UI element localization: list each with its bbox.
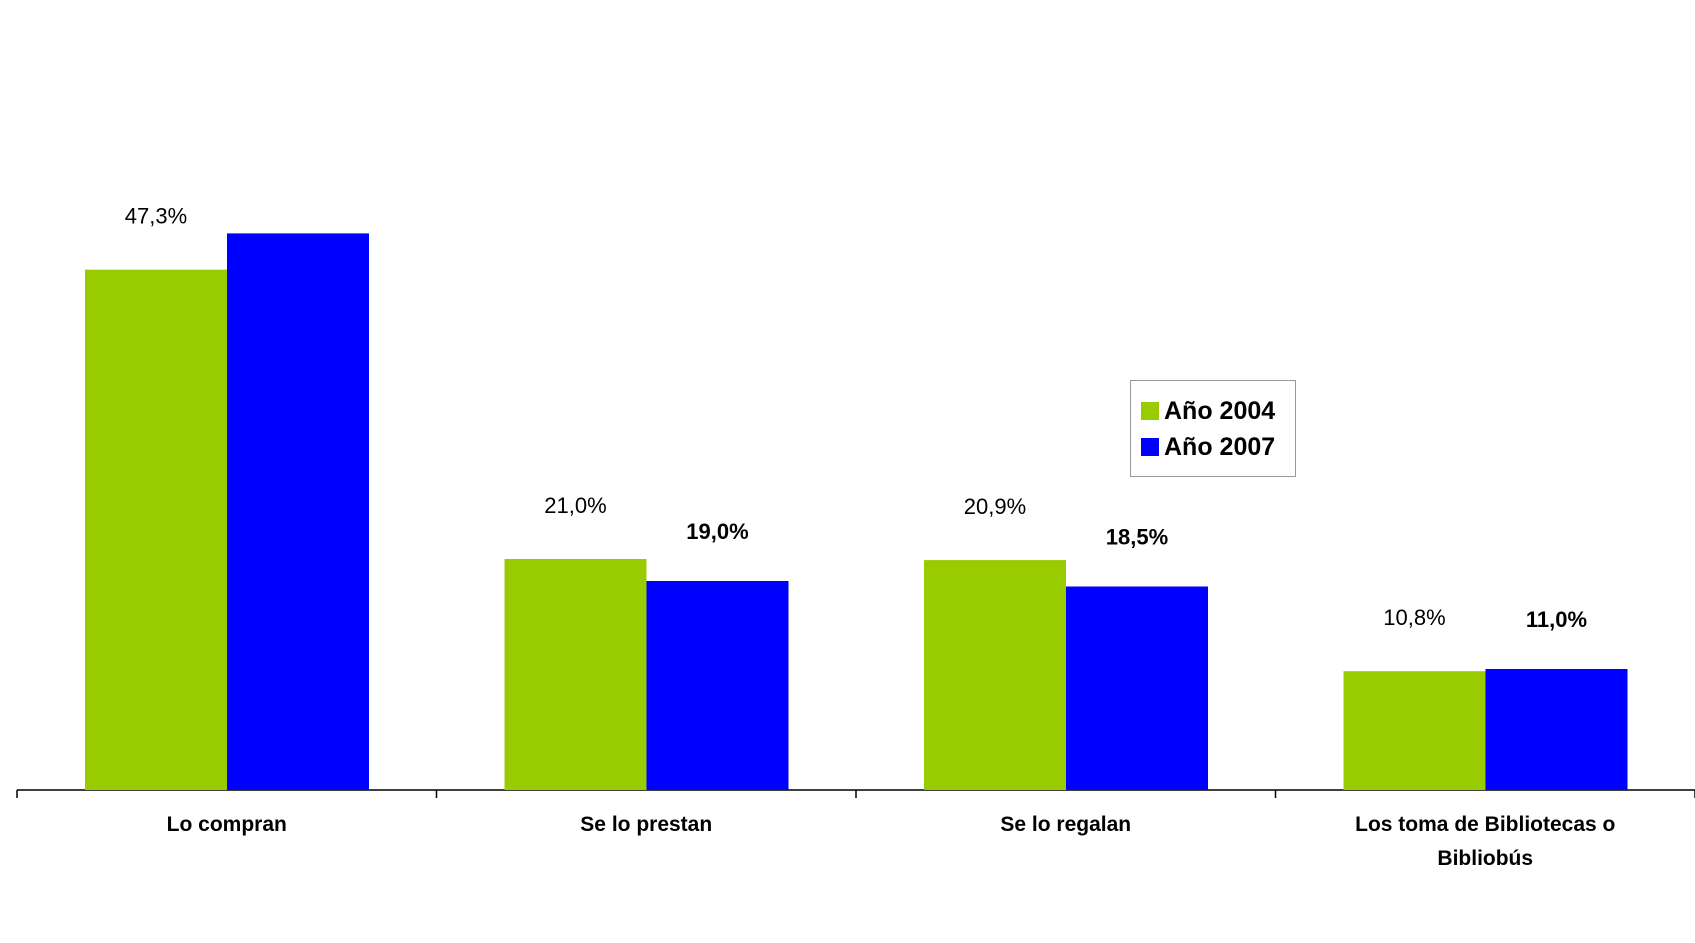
chart: 47,3% 21,0% 20,9% 10,8% 19,0% 18,5% 11,0% Año … xyxy=(0,0,1695,943)
legend-swatch xyxy=(1141,438,1159,456)
bar xyxy=(505,559,647,790)
x-tick-label: Lo compran xyxy=(87,808,367,842)
bar xyxy=(1486,669,1628,790)
bar xyxy=(1066,587,1208,791)
data-label: 47,3% xyxy=(125,204,187,229)
data-label: 10,8% xyxy=(1383,605,1445,630)
legend-item: Año 2004 xyxy=(1141,393,1295,429)
legend-item: Año 2007 xyxy=(1141,429,1295,465)
legend: Año 2004 Año 2007 xyxy=(1130,380,1296,477)
legend-label: Año 2004 xyxy=(1164,397,1275,426)
data-label: 21,0% xyxy=(544,493,606,518)
x-tick-label: Se lo regalan xyxy=(926,808,1206,842)
bar xyxy=(924,560,1066,790)
data-label: 19,0% xyxy=(686,519,748,544)
bar xyxy=(85,270,227,790)
bar xyxy=(227,233,369,790)
legend-swatch xyxy=(1141,402,1159,420)
data-label: 18,5% xyxy=(1106,524,1168,549)
legend-label: Año 2007 xyxy=(1164,433,1275,462)
x-tick-label: Los toma de Bibliotecas o Bibliobús xyxy=(1346,808,1626,876)
x-tick-label: Se lo prestan xyxy=(507,808,787,842)
data-label: 11,0% xyxy=(1526,607,1587,632)
bar xyxy=(647,581,789,790)
bar xyxy=(1344,671,1486,790)
data-label: 20,9% xyxy=(964,494,1026,519)
plot: 47,3% 21,0% 20,9% 10,8% 19,0% 18,5% 11,0% xyxy=(0,0,1695,943)
